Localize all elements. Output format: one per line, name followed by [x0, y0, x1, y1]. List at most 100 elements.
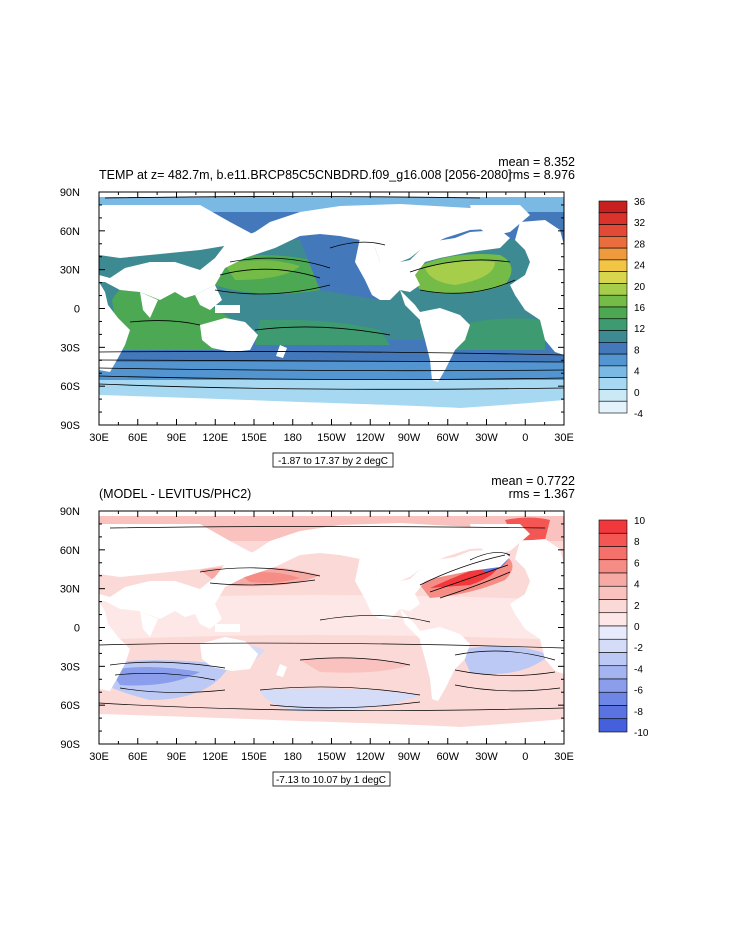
- axis-ticks: [98, 510, 565, 745]
- x-tick-label: 90W: [398, 751, 421, 763]
- contour-info-text: -1.87 to 17.37 by 2 degC: [278, 456, 388, 467]
- x-tick-label: 150W: [317, 751, 346, 763]
- colorbar-swatch: [598, 546, 628, 561]
- colorbar-swatch: [598, 612, 628, 627]
- colorbar-swatch: [598, 306, 628, 320]
- x-tick-label: 90E: [167, 432, 187, 444]
- contour-lines: [99, 526, 564, 711]
- x-tick-label: 120E: [202, 432, 228, 444]
- axis-ticks: [98, 191, 565, 426]
- colorbar-label: 32: [634, 218, 646, 229]
- panel-title: (MODEL - LEVITUS/PHC2): [99, 487, 251, 501]
- colorbar-swatch: [598, 236, 628, 249]
- difference-field: [99, 511, 564, 744]
- axis-labels: 30E 60E 90E 120E 150E 180 150W 120W 90W 60W 30W 0 30…: [60, 506, 574, 763]
- colorbar-swatch: [598, 652, 628, 667]
- colorbar-label: 2: [634, 601, 640, 612]
- contour-info-text: -7.13 to 10.07 by 1 degC: [276, 775, 386, 786]
- x-tick-label: 60W: [436, 751, 459, 763]
- x-tick-label: 30E: [554, 751, 574, 763]
- contour-info-box: -7.13 to 10.07 by 1 degC: [272, 771, 391, 787]
- colorbar-swatch: [598, 271, 628, 284]
- colorbar-swatch: [598, 224, 628, 237]
- rms-stat: rms = 8.976: [509, 168, 575, 182]
- x-tick-label: 30W: [475, 432, 498, 444]
- colorbar-label: -4: [634, 664, 643, 675]
- colorbar-swatch: [598, 365, 628, 378]
- y-tick-label: 30S: [60, 661, 80, 673]
- y-tick-label: 90N: [60, 506, 80, 518]
- colorbar: 36 32 28 24 20 16 12 8 4 0 -4: [598, 197, 646, 420]
- y-tick-label: 90N: [60, 187, 80, 199]
- axis-labels: 30E 60E 90E 120E 150E 180 150W 120W 90W 60W 30W 0 30…: [60, 187, 574, 444]
- colorbar-swatch: [598, 330, 628, 343]
- y-tick-label: 60N: [60, 545, 80, 557]
- y-tick-label: 60S: [60, 700, 80, 712]
- x-tick-label: 30W: [475, 751, 498, 763]
- x-tick-label: 150E: [241, 432, 267, 444]
- colorbar-swatch: [598, 638, 628, 653]
- colorbar-swatch: [598, 259, 628, 272]
- colorbar-swatch: [598, 599, 628, 614]
- x-tick-label: 120E: [202, 751, 228, 763]
- colorbar-label: -2: [634, 643, 643, 654]
- colorbar-label: 4: [634, 367, 640, 378]
- colorbar-swatch: [598, 625, 628, 640]
- colorbar-swatch: [598, 665, 628, 680]
- x-tick-label: 30E: [554, 432, 574, 444]
- colorbar-label: 36: [634, 197, 646, 208]
- x-tick-label: 120W: [356, 432, 385, 444]
- mean-stat: mean = 0.7722: [491, 474, 575, 488]
- colorbar-swatch: [598, 559, 628, 574]
- y-tick-label: 0: [74, 304, 80, 316]
- colorbar-swatch: [598, 691, 628, 706]
- y-tick-label: 30N: [60, 265, 80, 277]
- colorbar-label: 28: [634, 239, 646, 250]
- colorbar-swatch: [598, 294, 628, 308]
- colorbar-swatch: [598, 318, 628, 331]
- y-tick-label: 0: [74, 623, 80, 635]
- x-tick-label: 150W: [317, 432, 346, 444]
- colorbar-swatch: [598, 389, 628, 402]
- x-tick-label: 150E: [241, 751, 267, 763]
- colorbar-swatch: [598, 532, 628, 547]
- colorbar-swatch: [598, 400, 628, 414]
- x-tick-label: 0: [522, 751, 528, 763]
- colorbar-label: -6: [634, 686, 643, 697]
- colorbar-swatch: [598, 572, 628, 587]
- x-tick-label: 0: [522, 432, 528, 444]
- colorbar-label: 10: [634, 516, 646, 527]
- y-tick-label: 60N: [60, 226, 80, 238]
- x-tick-label: 30E: [89, 751, 109, 763]
- colorbar-label: 4: [634, 580, 640, 591]
- colorbar-swatch: [598, 377, 628, 390]
- colorbar-swatch: [598, 342, 628, 355]
- colorbar-label: 12: [634, 324, 646, 335]
- colorbar: 10 8 6 4 2 0 -2 -4 -6 -8 -10: [598, 516, 649, 739]
- colorbar-label: 8: [634, 345, 640, 356]
- contour-lines: [99, 196, 564, 390]
- temperature-map-panel: 30E 60E 90E 120E 150E 180 150W 120W 90W 60W 30W 0 30…: [60, 155, 646, 468]
- colorbar-label: 0: [634, 622, 640, 633]
- colorbar-swatch: [598, 718, 628, 733]
- y-tick-label: 60S: [60, 381, 80, 393]
- colorbar-swatch: [598, 212, 628, 225]
- colorbar-label: 8: [634, 537, 640, 548]
- x-tick-label: 120W: [356, 751, 385, 763]
- x-tick-label: 60E: [128, 751, 148, 763]
- colorbar-swatch: [598, 353, 628, 367]
- difference-map-panel: 30E 60E 90E 120E 150E 180 150W 120W 90W 60W 30W 0 30…: [60, 474, 649, 787]
- colorbar-label: 20: [634, 282, 646, 293]
- y-tick-label: 30N: [60, 584, 80, 596]
- x-tick-label: 30E: [89, 432, 109, 444]
- colorbar-swatch: [598, 247, 628, 261]
- panel-title: TEMP at z= 482.7m, b.e11.BRCP85C5CNBDRD.…: [99, 168, 512, 182]
- colorbar-swatch: [598, 678, 628, 693]
- rms-stat: rms = 1.367: [509, 487, 575, 501]
- x-tick-label: 90W: [398, 432, 421, 444]
- contour-info-box: -1.87 to 17.37 by 2 degC: [272, 452, 394, 468]
- colorbar-label: -8: [634, 707, 643, 718]
- y-tick-label: 90S: [60, 420, 80, 432]
- colorbar-swatch: [598, 585, 628, 600]
